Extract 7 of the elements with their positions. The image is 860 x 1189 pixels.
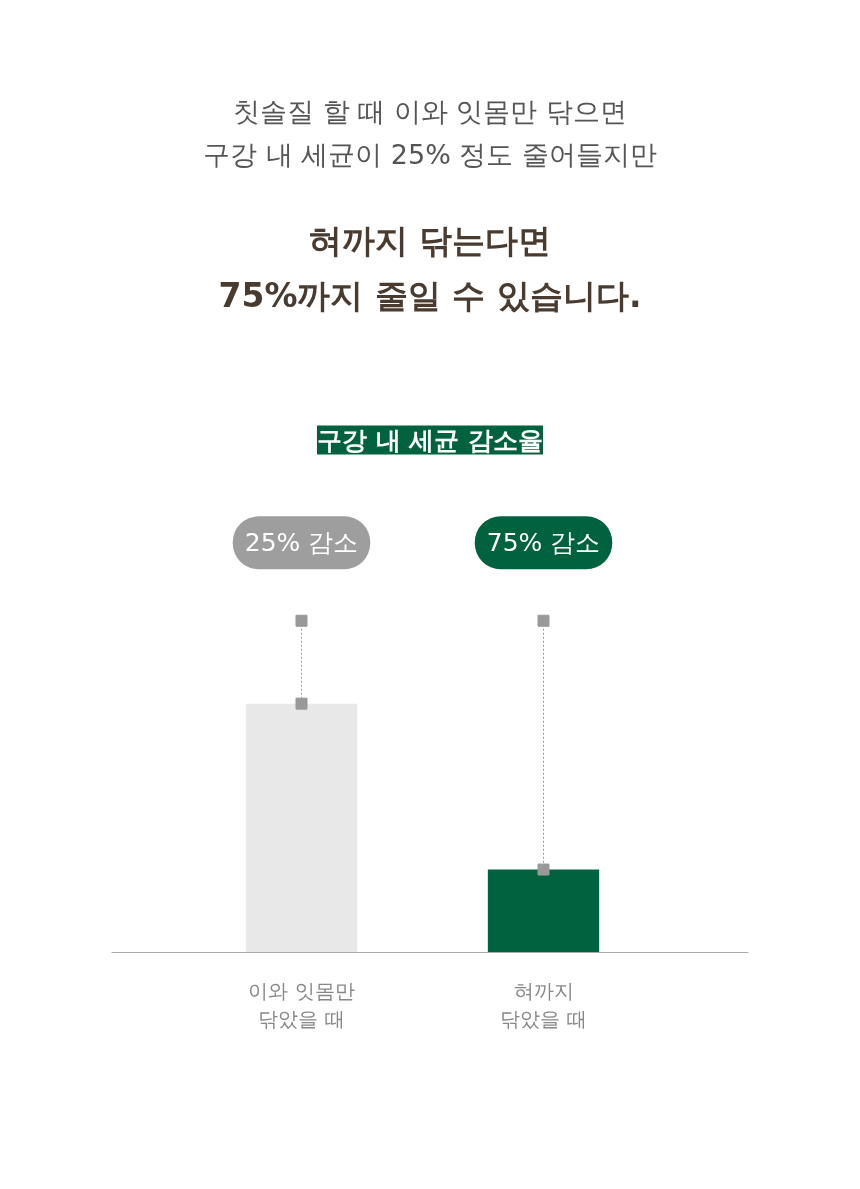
annotation: 75% 감소: [486, 528, 601, 558]
x-tick-label: 이와 잇몸만 닦았을 때: [248, 978, 355, 1032]
text: 혀까지 닦는다면 75%까지 줄일 수 있습니다.: [217, 220, 643, 317]
chart-title: 구강 내 세균 감소율: [316, 425, 544, 455]
x-tick-label: 혀까지 닦았을 때: [500, 978, 587, 1032]
text: 칫솔질 할 때 이와 잇몸만 닦으면 구강 내 세균이 25% 정도 줄어들지만: [202, 95, 658, 173]
annotation: 25% 감소: [244, 528, 359, 558]
